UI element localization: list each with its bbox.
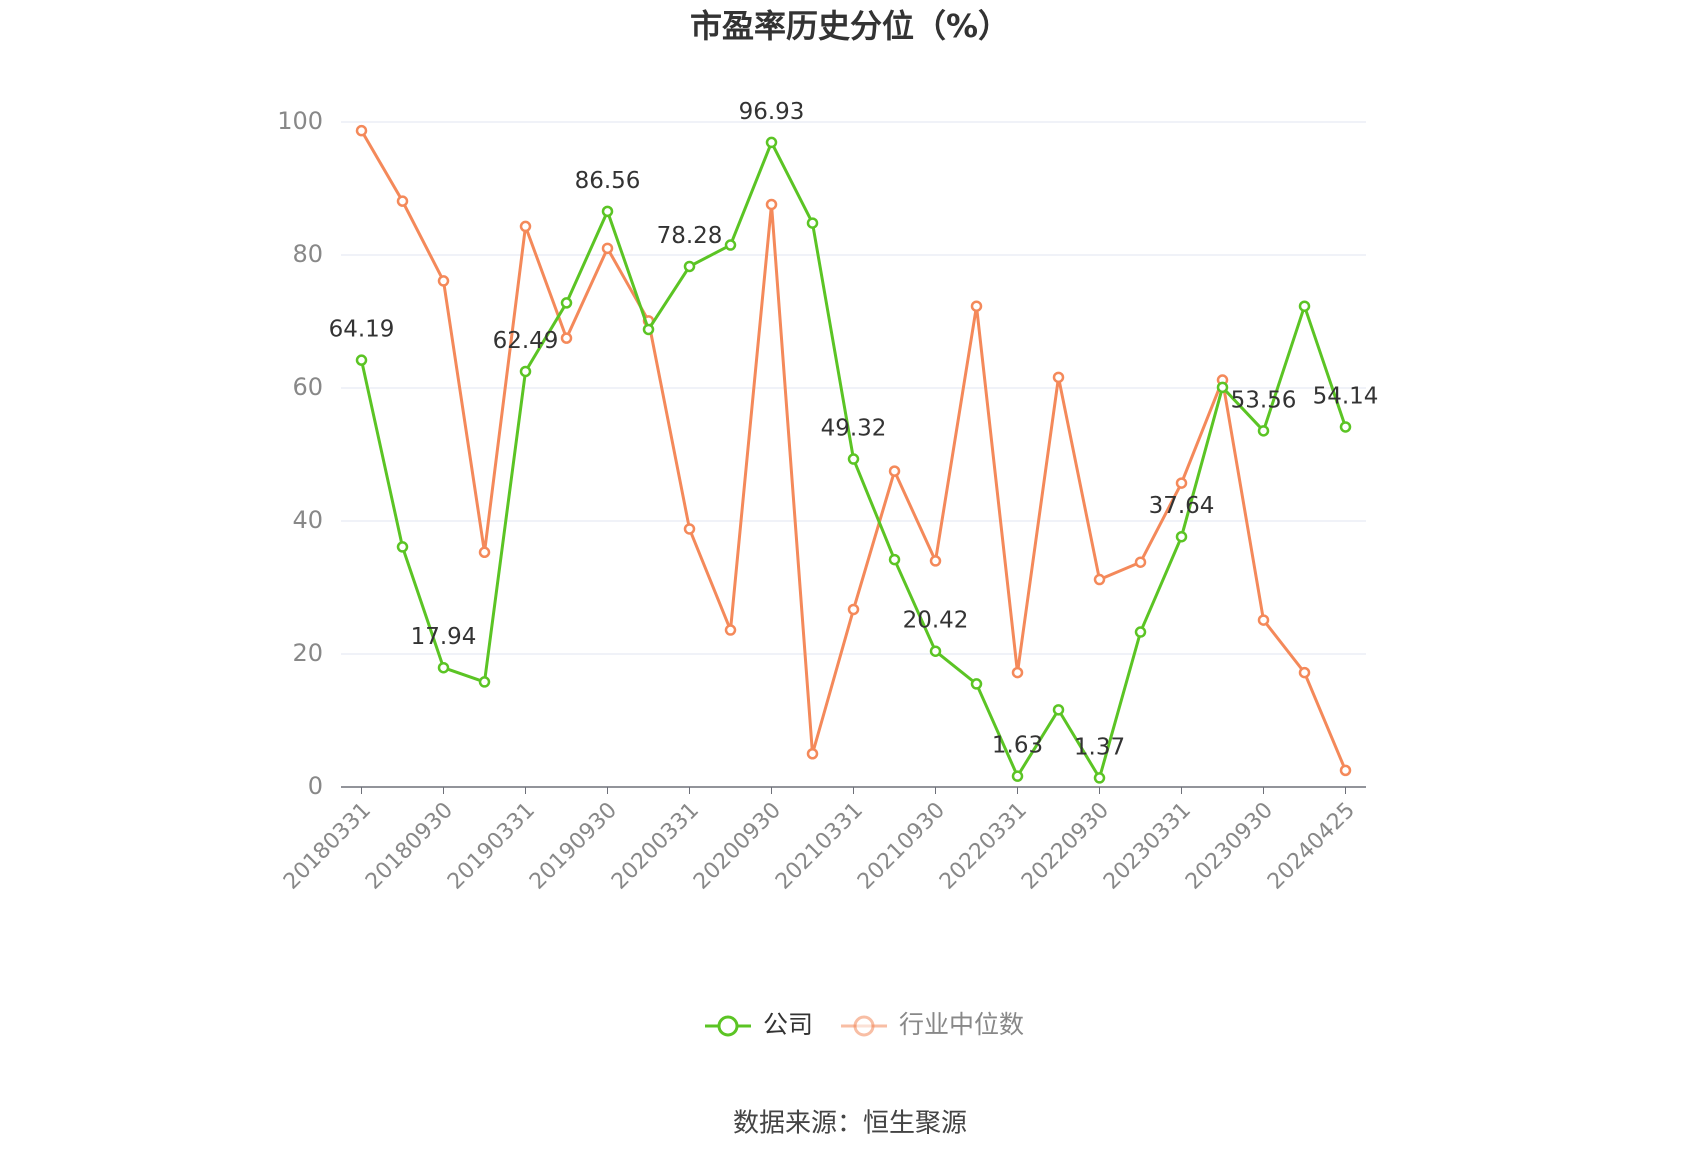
data-label: 78.28	[657, 223, 723, 249]
point	[478, 546, 491, 559]
point	[929, 555, 942, 567]
legend-marker	[853, 1015, 875, 1037]
point	[1339, 421, 1352, 433]
point	[970, 300, 983, 312]
legend-marker	[717, 1015, 739, 1037]
point	[396, 541, 409, 553]
point	[1093, 573, 1106, 586]
point	[1257, 425, 1270, 437]
point	[806, 748, 819, 760]
point	[478, 676, 491, 688]
point	[724, 239, 737, 251]
point	[1175, 530, 1188, 543]
x-tick-label: 20180331	[279, 798, 376, 895]
point	[1134, 626, 1147, 638]
point	[888, 553, 901, 566]
point	[1011, 770, 1024, 782]
point	[560, 297, 573, 309]
y-tick-label: 100	[277, 107, 323, 135]
point	[1339, 764, 1352, 777]
x-tick-label: 20220331	[935, 798, 1032, 895]
point	[1298, 666, 1311, 679]
point	[765, 198, 778, 211]
data-label: 96.93	[739, 99, 805, 125]
x-tick-label: 20180930	[361, 798, 458, 895]
data-label: 53.56	[1231, 387, 1297, 413]
y-tick-label: 60	[292, 373, 323, 401]
data-label: 1.63	[992, 733, 1043, 759]
data-label: 86.56	[575, 168, 641, 194]
y-tick-label: 80	[292, 240, 323, 268]
x-tick-label: 20230930	[1181, 798, 1278, 895]
point	[437, 275, 450, 287]
point	[806, 217, 819, 229]
point	[929, 645, 942, 657]
data-label: 64.19	[329, 317, 395, 343]
point	[1175, 477, 1188, 489]
x-tick-label: 20200331	[607, 798, 704, 895]
point	[1257, 614, 1270, 626]
point	[683, 260, 696, 273]
point	[396, 195, 409, 207]
point	[847, 603, 860, 616]
point	[355, 354, 368, 366]
x-tick-label: 20210930	[853, 798, 950, 895]
data-label: 54.14	[1313, 383, 1379, 409]
point	[519, 220, 532, 233]
point	[642, 323, 655, 336]
point	[765, 136, 778, 149]
legend-label: 公司	[763, 1010, 813, 1039]
point	[601, 205, 614, 218]
point	[888, 465, 901, 477]
x-tick-label: 20200930	[689, 798, 786, 895]
point	[1011, 666, 1024, 679]
x-tick-label: 20190331	[443, 798, 540, 895]
point	[355, 124, 368, 137]
x-tick-label: 20210331	[771, 798, 868, 895]
point	[683, 523, 696, 535]
point	[437, 661, 450, 674]
data-label: 17.94	[411, 624, 477, 650]
point	[519, 365, 532, 378]
y-tick-label: 20	[292, 639, 323, 667]
x-tick-label: 20230331	[1099, 798, 1196, 895]
point	[601, 242, 614, 255]
point	[1052, 704, 1065, 716]
data-label: 20.42	[903, 608, 969, 634]
point	[970, 678, 983, 690]
x-tick-label: 20190930	[525, 798, 622, 895]
point	[724, 624, 737, 636]
x-tick-label: 20240425	[1263, 798, 1360, 895]
chart-title: 市盈率历史分位（%）	[690, 7, 1010, 45]
point	[847, 453, 860, 465]
point	[1093, 772, 1106, 784]
y-tick-label: 0	[308, 772, 323, 800]
data-label: 37.64	[1149, 493, 1215, 519]
point	[1216, 381, 1229, 394]
data-label: 49.32	[821, 416, 887, 442]
legend-label: 行业中位数	[899, 1010, 1024, 1039]
y-tick-label: 40	[292, 506, 323, 534]
x-tick-label: 20220930	[1017, 798, 1114, 895]
point	[1134, 556, 1147, 568]
point	[560, 332, 573, 344]
data-label: 62.49	[493, 328, 559, 354]
source-note: 数据来源：恒生聚源	[733, 1109, 967, 1139]
data-label: 1.37	[1074, 734, 1125, 760]
point	[1052, 371, 1065, 384]
point	[1298, 300, 1311, 312]
